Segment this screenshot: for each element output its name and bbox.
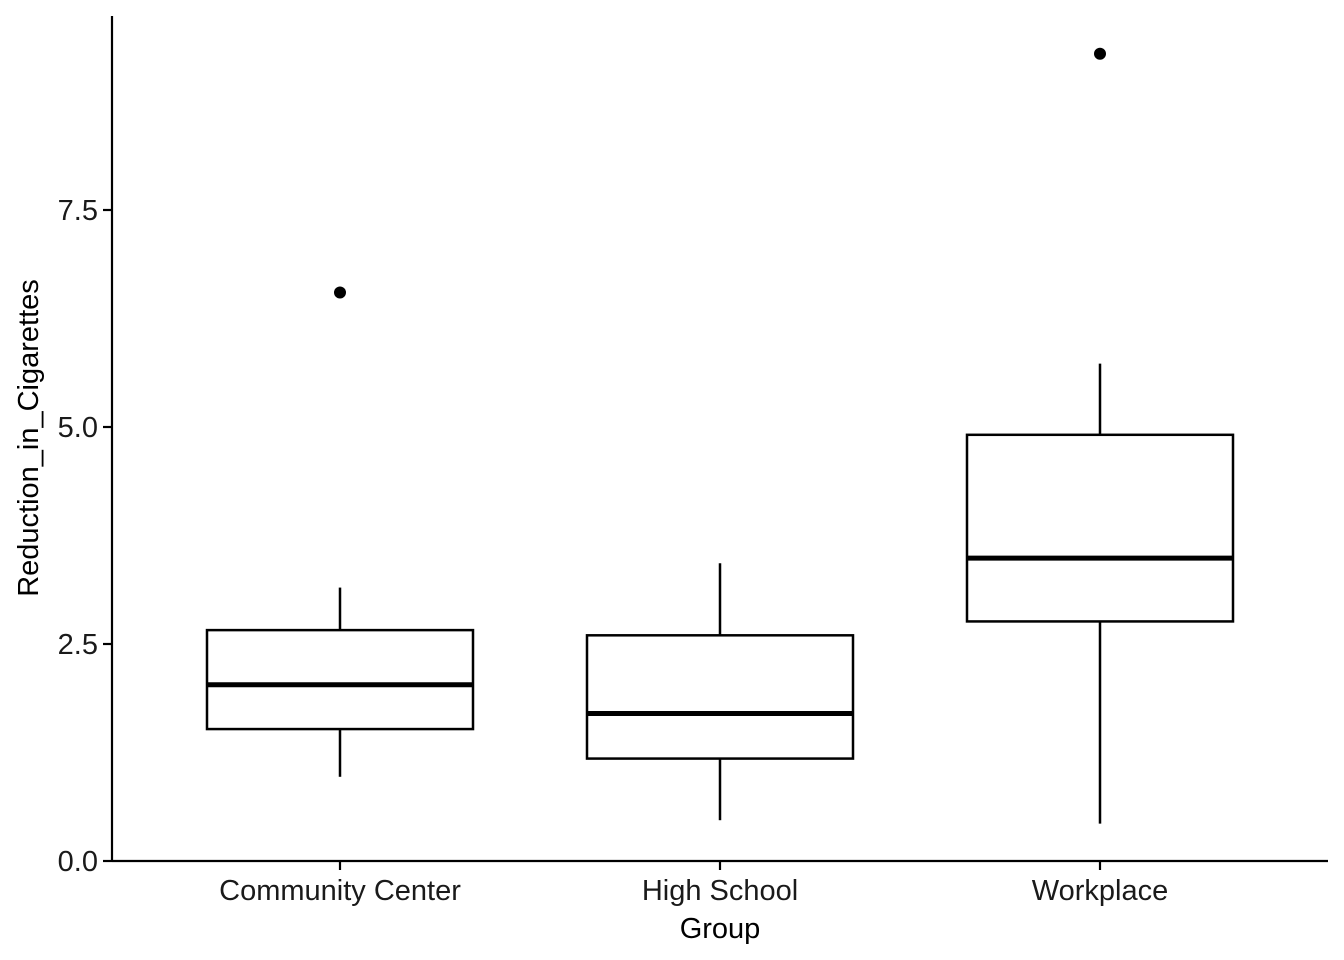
y-tick-label: 2.5 xyxy=(58,629,98,661)
x-tick-label: Community Center xyxy=(219,875,461,907)
y-tick-label: 5.0 xyxy=(58,412,98,444)
x-axis-title: Group xyxy=(680,913,761,945)
box-group xyxy=(965,47,1235,824)
box-iqr xyxy=(205,628,475,731)
x-ticks: Community Center High School Workplace xyxy=(219,861,1168,907)
y-tick-label: 7.5 xyxy=(58,195,98,227)
box-group xyxy=(205,286,475,777)
boxes-layer xyxy=(205,47,1235,824)
x-tick-label: High School xyxy=(642,875,798,907)
box-group xyxy=(585,563,855,821)
box-iqr xyxy=(965,433,1235,623)
outlier-point xyxy=(1094,47,1106,60)
outlier-point xyxy=(334,286,346,299)
y-ticks: 0.0 2.5 5.0 7.5 xyxy=(58,195,112,878)
box-iqr xyxy=(585,634,855,760)
x-tick-label: Workplace xyxy=(1032,875,1168,907)
y-tick-label: 0.0 xyxy=(58,846,98,878)
y-axis-title: Reduction_in_Cigarettes xyxy=(13,279,45,597)
